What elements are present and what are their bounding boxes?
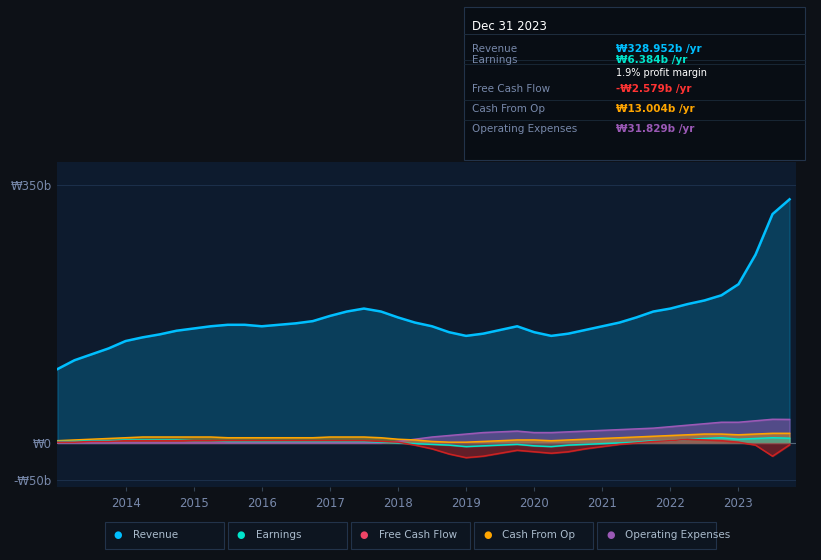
Text: Cash From Op: Cash From Op xyxy=(502,530,575,540)
Text: ₩31.829b /yr: ₩31.829b /yr xyxy=(616,124,694,134)
Text: Cash From Op: Cash From Op xyxy=(472,104,545,114)
Text: Dec 31 2023: Dec 31 2023 xyxy=(472,20,547,32)
Text: ₩13.004b /yr: ₩13.004b /yr xyxy=(616,104,695,114)
Text: -₩2.579b /yr: -₩2.579b /yr xyxy=(616,84,691,94)
Text: Earnings: Earnings xyxy=(472,55,517,65)
Text: 1.9% profit margin: 1.9% profit margin xyxy=(616,68,707,78)
Text: ₩328.952b /yr: ₩328.952b /yr xyxy=(616,44,701,54)
Text: ●: ● xyxy=(113,530,122,540)
Text: Free Cash Flow: Free Cash Flow xyxy=(379,530,457,540)
Text: ₩6.384b /yr: ₩6.384b /yr xyxy=(616,55,687,65)
Text: Revenue: Revenue xyxy=(133,530,177,540)
Text: ●: ● xyxy=(236,530,245,540)
Text: Revenue: Revenue xyxy=(472,44,517,54)
Text: ●: ● xyxy=(606,530,615,540)
Text: ●: ● xyxy=(483,530,492,540)
Text: Operating Expenses: Operating Expenses xyxy=(626,530,731,540)
Text: Earnings: Earnings xyxy=(256,530,301,540)
Text: Free Cash Flow: Free Cash Flow xyxy=(472,84,550,94)
Text: ●: ● xyxy=(360,530,369,540)
Text: Operating Expenses: Operating Expenses xyxy=(472,124,577,134)
